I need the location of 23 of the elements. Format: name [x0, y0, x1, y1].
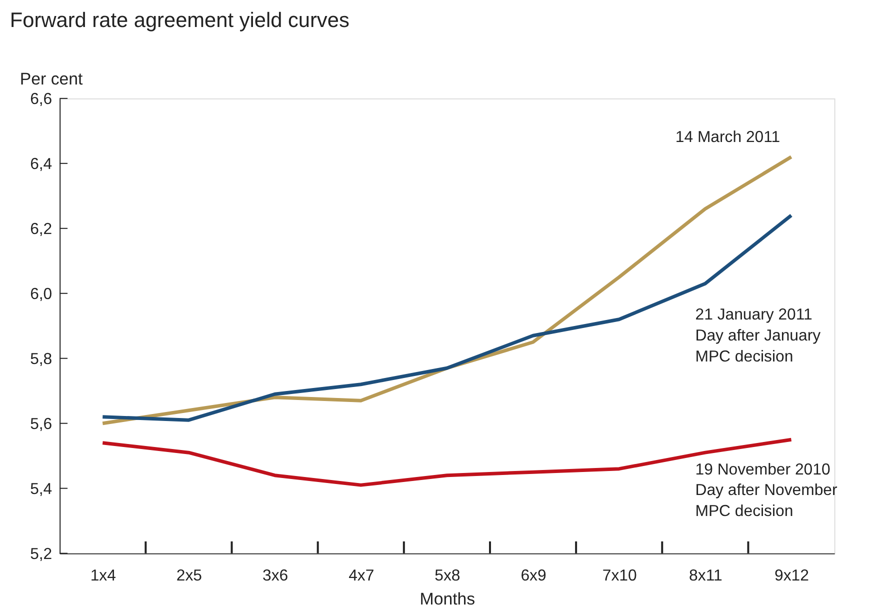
y-tick-label: 5,8 — [30, 350, 52, 368]
y-tick-label: 6,2 — [30, 220, 52, 238]
x-tick-label: 4x7 — [348, 568, 374, 585]
series-label: 21 January 2011 Day after January MPC decision — [695, 306, 821, 366]
y-tick-label: 5,6 — [30, 416, 52, 433]
y-axis-title: Per cent — [20, 70, 84, 89]
x-tick-label: 9x12 — [774, 568, 810, 585]
y-tick-label: 5,2 — [30, 546, 52, 563]
chart-title: Forward rate agreement yield curves — [10, 8, 350, 32]
x-tick-label: 5x8 — [434, 568, 460, 585]
series-label: 19 November 2010 Day after November MPC decision — [695, 461, 838, 520]
x-axis-title: Months — [420, 589, 476, 608]
y-tick-label: 6,4 — [30, 156, 52, 173]
x-tick-label: 1x4 — [90, 568, 116, 585]
series-label: 14 March 2011 — [675, 129, 780, 146]
y-tick-label: 6,0 — [30, 286, 52, 303]
x-tick-label: 7x10 — [602, 568, 637, 585]
x-tick-label: 8x11 — [689, 568, 722, 585]
x-tick-label: 6x9 — [520, 568, 546, 585]
x-tick-label: 2x5 — [176, 568, 202, 585]
y-tick-label: 6,6 — [30, 90, 52, 108]
y-tick-label: 5,4 — [30, 480, 52, 498]
x-tick-label: 3x6 — [262, 568, 288, 585]
